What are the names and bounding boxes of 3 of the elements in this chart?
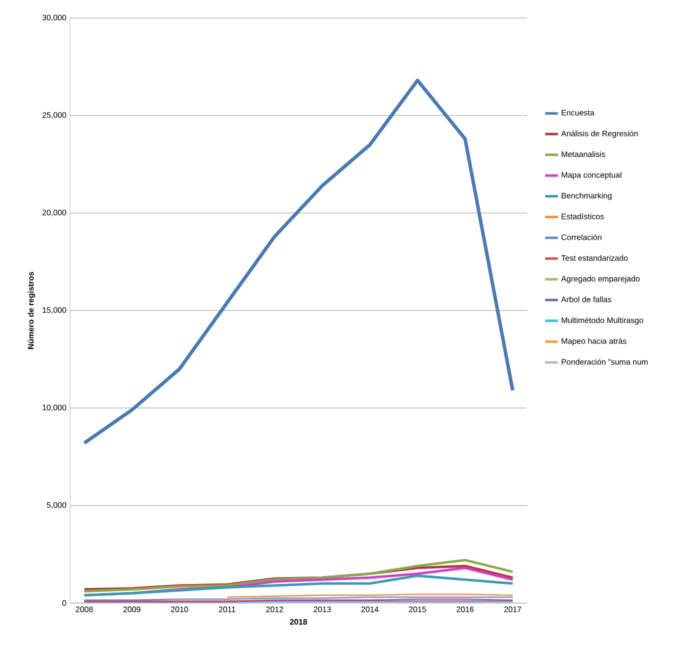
line-series bbox=[83, 574, 514, 596]
line-series bbox=[83, 558, 514, 593]
line-series bbox=[82, 78, 514, 445]
